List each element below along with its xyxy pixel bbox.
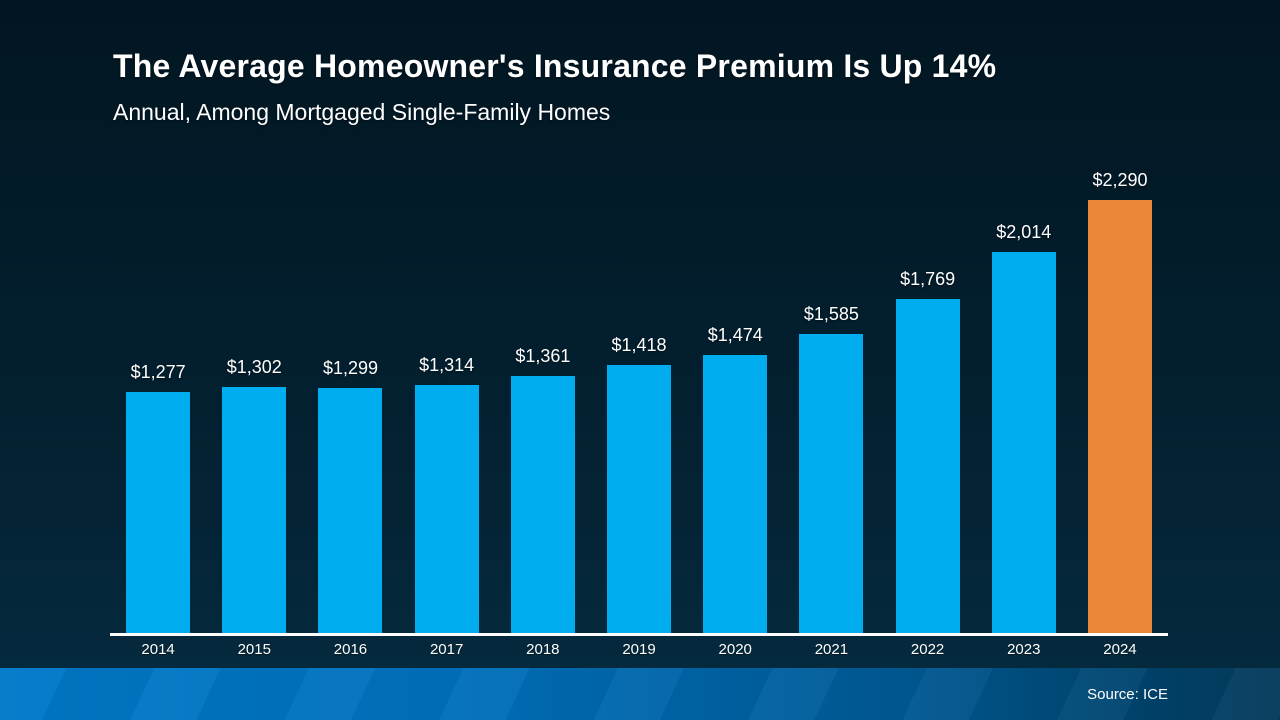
x-axis-line (110, 633, 1168, 636)
axis-tick-label-2022: 2022 (910, 641, 945, 658)
bar-2022 (895, 299, 960, 634)
bar-2015 (222, 387, 287, 634)
bar-2016 (318, 388, 383, 634)
bar-group-2021: $1,585 (783, 304, 879, 634)
bar-group-2018: $1,361 (495, 346, 591, 634)
bar-value-label: $2,290 (1092, 170, 1148, 190)
bar-2019 (607, 365, 672, 634)
bar-value-label: $1,299 (322, 358, 378, 378)
bar-2024 (1087, 200, 1152, 634)
bar-group-2015: $1,302 (206, 357, 302, 634)
bar-group-2024: $2,290 (1072, 170, 1168, 634)
axis-tick-label-2016: 2016 (333, 641, 368, 658)
source-label: Source: ICE (1087, 685, 1168, 703)
bar-series: $1,277 $1,302 $1,299 $1,314 $1,361 $1,418 $1,4… (110, 0, 1168, 634)
chart-header: The Average Homeowner's Insurance Premiu… (113, 48, 996, 126)
axis-tick-label-2015: 2015 (237, 641, 271, 658)
bar-value-label: $1,361 (515, 346, 571, 366)
bar-group-2016: $1,299 (302, 358, 398, 634)
bar-value-label: $2,014 (996, 222, 1052, 242)
bar-2023 (991, 252, 1056, 634)
chart-title: The Average Homeowner's Insurance Premiu… (113, 48, 997, 84)
bar-value-label: $1,418 (611, 335, 667, 355)
bar-value-label: $1,585 (803, 304, 859, 324)
bar-group-2023: $2,014 (976, 222, 1072, 634)
axis-tick-label-2024: 2024 (1103, 641, 1137, 658)
bar-2020 (703, 355, 768, 634)
axis-tick-label-2017: 2017 (429, 641, 464, 658)
bar-value-label: $1,302 (226, 357, 282, 377)
bar-2017 (414, 385, 479, 634)
bar-group-2020: $1,474 (687, 325, 783, 634)
bar-2014 (126, 392, 191, 634)
bar-2021 (799, 334, 864, 634)
bar-group-2019: $1,418 (591, 335, 687, 634)
axis-tick-label-2020: 2020 (718, 641, 752, 658)
axis-tick-label-2014: 2014 (141, 641, 175, 658)
axis-tick-label-2018: 2018 (526, 641, 560, 658)
bar-group-2017: $1,314 (399, 355, 495, 634)
axis-tick-label-2021: 2021 (814, 641, 849, 658)
bar-2018 (510, 376, 575, 634)
bar-value-label: $1,474 (707, 325, 763, 345)
bar-group-2014: $1,277 (110, 362, 206, 634)
axis-tick-label-2019: 2019 (622, 641, 656, 658)
axis-tick-label-2023: 2023 (1007, 641, 1041, 658)
bar-chart: $1,277 $1,302 $1,299 $1,314 $1,361 $1,418 $1,4… (110, 0, 1168, 634)
footer-bar: Source: ICE (0, 668, 1280, 720)
bar-value-label: $1,314 (419, 355, 475, 375)
bar-value-label: $1,769 (900, 269, 956, 289)
bar-value-label: $1,277 (130, 362, 186, 382)
chart-subtitle: Annual, Among Mortgaged Single-Family Ho… (113, 99, 611, 125)
bar-group-2022: $1,769 (880, 269, 976, 634)
x-axis-tick-labels: 2014 2015 2016 2017 2018 2019 2020 2021 2022 2023… (110, 641, 1168, 658)
